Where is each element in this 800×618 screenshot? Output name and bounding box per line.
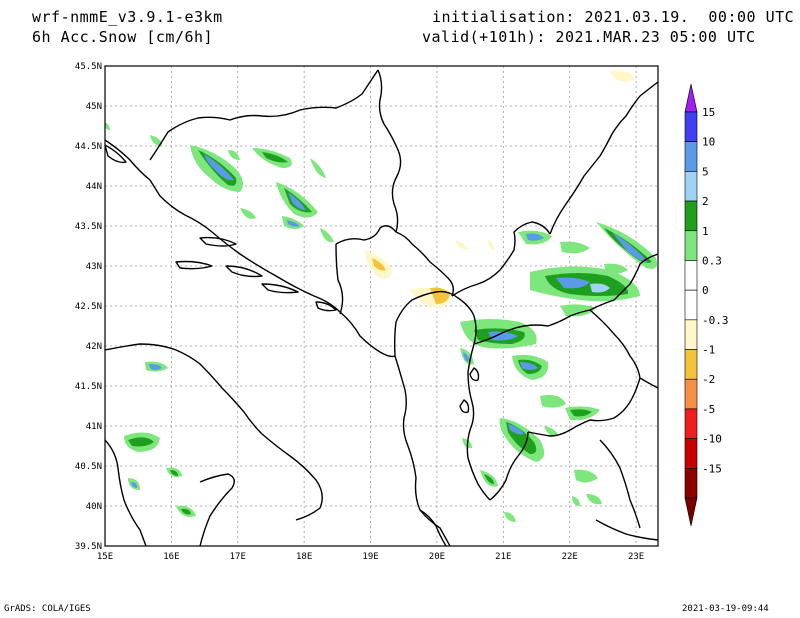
colorbar-label: 15 bbox=[702, 106, 715, 119]
snow-patch-macedonia bbox=[460, 319, 602, 522]
model-title: wrf-nmmE_v3.9.1-e3km bbox=[32, 8, 223, 26]
snow-patch-serbia bbox=[518, 222, 657, 317]
colorbar-swatch bbox=[684, 260, 698, 291]
colorbar-label: -2 bbox=[702, 373, 715, 386]
colorbar-swatch bbox=[684, 378, 698, 410]
colorbar-bottom-arrow bbox=[684, 497, 698, 527]
footer-right: 2021-03-19-09:44 bbox=[682, 604, 769, 614]
colorbar-swatch bbox=[684, 200, 698, 232]
valid-time: valid(+101h): 2021.MAR.23 05:00 UTC bbox=[422, 28, 756, 46]
lon-tick-labels: 15E 16E 17E 18E 19E 20E 21E 22E 23E bbox=[97, 552, 644, 562]
colorbar-swatch bbox=[684, 230, 698, 261]
colorbar-swatch bbox=[684, 408, 698, 439]
colorbar-swatch bbox=[684, 111, 698, 142]
lat-tick-label: 41.5N bbox=[75, 382, 102, 392]
lon-tick-label: 17E bbox=[230, 552, 246, 562]
colorbar-label: 1 bbox=[702, 225, 709, 238]
init-time: initialisation: 2021.03.19. 00:00 UTC bbox=[432, 8, 795, 26]
lat-tick-label: 39.5N bbox=[75, 542, 102, 552]
lat-tick-label: 44N bbox=[86, 182, 102, 192]
snow-patch-bosnia bbox=[150, 135, 334, 243]
lat-tick-label: 43N bbox=[86, 262, 102, 272]
lon-tick-label: 21E bbox=[495, 552, 511, 562]
lon-tick-label: 16E bbox=[163, 552, 179, 562]
lat-tick-label: 42N bbox=[86, 342, 102, 352]
colorbar-swatch bbox=[684, 349, 698, 380]
lat-tick-label: 43.5N bbox=[75, 222, 102, 232]
colorbar-label: -1 bbox=[702, 344, 715, 357]
colorbar-label: 2 bbox=[702, 195, 709, 208]
colorbar-label: -5 bbox=[702, 403, 715, 416]
lat-tick-label: 41N bbox=[86, 422, 102, 432]
lon-tick-label: 23E bbox=[628, 552, 644, 562]
lon-tick-label: 15E bbox=[97, 552, 113, 562]
colorbar-swatch bbox=[684, 468, 698, 499]
colorbar: 15 10 5 2 1 0.3 0 -0.3 -1 -2 -5 -10 -15 bbox=[684, 83, 729, 527]
lon-tick-label: 19E bbox=[362, 552, 378, 562]
lat-tick-label: 42.5N bbox=[75, 302, 102, 312]
lat-tick-labels: 39.5N 40N 40.5N 41N 41.5N 42N 42.5N 43N 43.5N 44N… bbox=[75, 62, 102, 552]
lat-tick-label: 45.5N bbox=[75, 62, 102, 72]
colorbar-label: -15 bbox=[702, 462, 722, 475]
lat-tick-label: 45N bbox=[86, 102, 102, 112]
lon-tick-label: 18E bbox=[296, 552, 312, 562]
colorbar-label: -0.3 bbox=[702, 314, 729, 327]
colorbar-swatch bbox=[684, 289, 698, 321]
snow-patches bbox=[105, 71, 657, 522]
colorbar-label: 5 bbox=[702, 165, 709, 178]
field-title: 6h Acc.Snow [cm/6h] bbox=[32, 28, 214, 46]
colorbar-swatch bbox=[684, 171, 698, 202]
borders bbox=[149, 69, 658, 546]
lat-tick-label: 44.5N bbox=[75, 142, 102, 152]
colorbar-label: -10 bbox=[702, 433, 722, 446]
colorbar-swatch bbox=[684, 438, 698, 469]
snow-patch-italy bbox=[105, 122, 196, 517]
plot-frame bbox=[104, 65, 659, 547]
footer-left: GrADS: COLA/IGES bbox=[4, 604, 91, 614]
lat-tick-label: 40N bbox=[86, 502, 102, 512]
colorbar-label: 0.3 bbox=[702, 254, 722, 267]
lon-tick-label: 20E bbox=[429, 552, 445, 562]
coastlines bbox=[105, 139, 451, 546]
colorbar-top-arrow bbox=[684, 83, 698, 113]
colorbar-swatch bbox=[684, 141, 698, 172]
colorbar-swatch bbox=[684, 319, 698, 350]
lat-tick-label: 40.5N bbox=[75, 462, 102, 472]
colorbar-label: 10 bbox=[702, 136, 715, 149]
lon-tick-label: 22E bbox=[562, 552, 578, 562]
colorbar-label: 0 bbox=[702, 284, 709, 297]
